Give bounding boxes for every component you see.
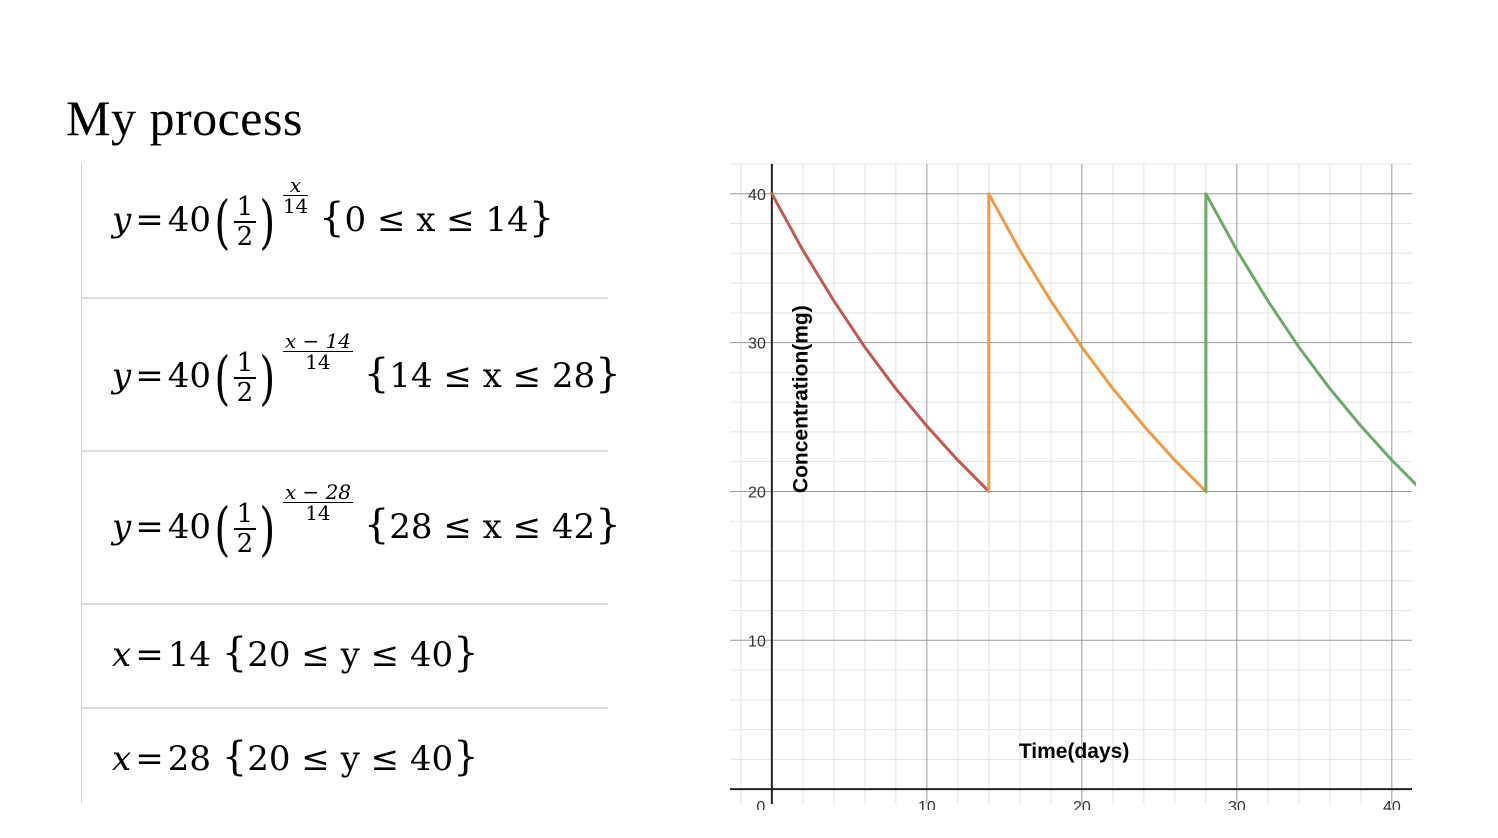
left-brace: { [221, 734, 248, 780]
right-brace: } [595, 502, 621, 548]
expression-row[interactable]: y = 40(1 2) x − 14 14 {14 ≤ x ≤ 28} [82, 299, 621, 452]
data-series-line [1204, 192, 1416, 493]
chart-area: 0 10 20 30 40 10 20 30 40 Time(days) Concentration… [726, 160, 1416, 810]
x-axis-label: Time(days) [1019, 740, 1130, 763]
expr-coefficient: 40 [167, 356, 211, 396]
base-numerator: 1 [233, 193, 257, 223]
expression-list: y = 40(1 2) x 14 {0 ≤ x ≤ 14} y = 40(1 2) x − 14 14… [81, 163, 621, 803]
math-expression: y = 40(1 2) x 14 {0 ≤ x ≤ 14} [112, 175, 555, 256]
right-brace: } [528, 195, 555, 241]
data-series-line [987, 192, 1208, 493]
expr-lhs: x [112, 635, 132, 675]
exponent-numerator: x − 14 [282, 329, 354, 353]
expr-lhs: y [112, 507, 132, 547]
expr-coefficient: 40 [167, 507, 211, 547]
x-tick-label: 40 [1383, 799, 1401, 810]
exponent-fraction: x 14 [282, 175, 309, 218]
right-paren: ) [259, 344, 276, 412]
expr-coefficient: 40 [167, 200, 211, 240]
left-paren: ( [214, 344, 231, 412]
x-tick-label: 20 [1073, 799, 1091, 810]
graph-chart: 0 10 20 30 40 10 20 30 40 Time(days) Concentration… [730, 163, 1416, 810]
expression-row[interactable]: x = 14 {20 ≤ y ≤ 40} [82, 605, 608, 709]
left-brace: { [363, 502, 390, 548]
math-expression: y = 40(1 2) x − 28 14 {28 ≤ x ≤ 42} [112, 482, 621, 563]
domain-restriction: 14 ≤ x ≤ 28 [389, 356, 596, 396]
right-paren: ) [259, 495, 276, 563]
left-brace: { [363, 351, 390, 397]
domain-restriction: 20 ≤ y ≤ 40 [247, 635, 454, 675]
expr-equals: = [135, 635, 164, 675]
expr-equals: = [135, 739, 164, 779]
base-denominator: 2 [236, 222, 254, 252]
math-expression: x = 28 {20 ≤ y ≤ 40} [112, 737, 479, 779]
exponent-denominator: 14 [305, 501, 331, 525]
y-tick-label: 30 [748, 336, 766, 353]
math-expression: x = 14 {20 ≤ y ≤ 40} [112, 633, 479, 675]
exponent-denominator: 14 [305, 350, 331, 374]
expression-row[interactable]: y = 40(1 2) x 14 {0 ≤ x ≤ 14} [82, 163, 608, 299]
domain-restriction: 0 ≤ x ≤ 14 [344, 200, 529, 240]
domain-restriction: 28 ≤ x ≤ 42 [389, 507, 596, 547]
domain-restriction: 20 ≤ y ≤ 40 [247, 739, 454, 779]
expression-row[interactable]: x = 28 {20 ≤ y ≤ 40} [82, 709, 608, 803]
left-brace: { [319, 195, 345, 241]
right-brace: } [453, 630, 479, 676]
base-denominator: 2 [236, 378, 254, 408]
expr-equals: = [135, 200, 164, 240]
expr-lhs: y [112, 356, 132, 396]
expr-equals: = [135, 356, 164, 396]
expr-equals: = [135, 507, 164, 547]
expression-row[interactable]: y = 40(1 2) x − 28 14 {28 ≤ x ≤ 42} [82, 452, 621, 605]
right-brace: } [453, 734, 479, 780]
base-denominator: 2 [236, 529, 254, 559]
base-numerator: 1 [233, 500, 257, 530]
right-paren: ) [259, 188, 276, 256]
data-series-line [770, 192, 991, 493]
expr-rhs: 14 [167, 635, 211, 675]
exponent-numerator: x − 28 [282, 480, 354, 504]
left-paren: ( [214, 188, 231, 256]
expr-lhs: y [112, 200, 132, 240]
math-expression: y = 40(1 2) x − 14 14 {14 ≤ x ≤ 28} [112, 331, 621, 412]
x-tick-label: 30 [1228, 799, 1246, 810]
y-axis-label: Concentration(mg) [790, 305, 813, 493]
y-tick-label: 10 [748, 633, 766, 650]
page-title: My process [66, 90, 303, 146]
exponent-fraction: x − 14 14 [282, 329, 354, 374]
expr-rhs: 28 [167, 739, 211, 779]
x-tick-label: 0 [756, 799, 765, 810]
expr-lhs: x [112, 739, 132, 779]
exponent-numerator: x [282, 175, 309, 196]
y-tick-label: 20 [748, 484, 766, 501]
base-numerator: 1 [233, 349, 257, 379]
exponent-fraction: x − 28 14 [282, 480, 354, 525]
left-paren: ( [214, 495, 231, 563]
exponent-denominator: 14 [282, 194, 309, 218]
x-tick-label: 10 [918, 799, 936, 810]
left-brace: { [221, 630, 248, 676]
y-tick-label: 40 [748, 187, 766, 204]
right-brace: } [595, 351, 621, 397]
